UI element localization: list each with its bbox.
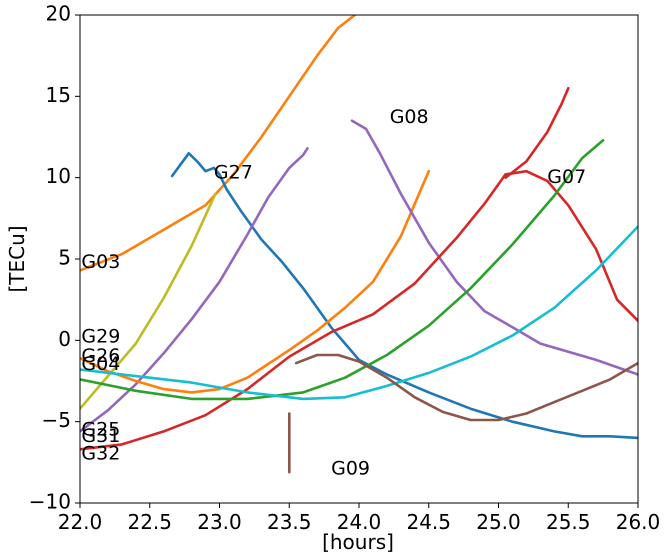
series-line-3 xyxy=(80,147,309,433)
series-line-1 xyxy=(170,152,638,440)
annotation-g27: G27 xyxy=(214,161,253,183)
annotation-g07: G07 xyxy=(547,166,586,188)
x-tick-label: 24.5 xyxy=(406,510,451,534)
annotation-g04: G04 xyxy=(81,353,120,375)
series-line-9 xyxy=(80,225,638,401)
annotation-g03: G03 xyxy=(81,251,120,273)
y-tick-label: −10 xyxy=(29,490,71,514)
series-layer xyxy=(80,15,638,474)
x-tick-label: 25.5 xyxy=(546,510,591,534)
x-tick-label: 24.0 xyxy=(337,510,382,534)
x-tick-label: 23.0 xyxy=(197,510,242,534)
x-tick-label: 22.0 xyxy=(58,510,103,534)
annotation-g32: G32 xyxy=(81,443,120,465)
x-axis-ticks: 22.0 22.5 23.0 23.5 24.0 24.5 25.0 25.5 26.0 xyxy=(58,503,661,534)
annotation-g31: G31 xyxy=(81,425,120,447)
series-line-8 xyxy=(80,139,605,401)
x-axis-label: [hours] xyxy=(322,530,394,554)
y-tick-label: 5 xyxy=(58,246,71,270)
series-line-7 xyxy=(504,86,570,179)
x-tick-label: 23.5 xyxy=(267,510,312,534)
annotation-g09: G09 xyxy=(331,457,370,479)
series-line-4 xyxy=(80,169,431,394)
y-tick-label: 15 xyxy=(46,83,71,107)
y-tick-label: 0 xyxy=(58,327,71,351)
x-tick-label: 25.0 xyxy=(476,510,521,534)
x-tick-label: 26.0 xyxy=(616,510,661,534)
annotation-g29: G29 xyxy=(81,326,120,348)
series-line-10 xyxy=(294,353,638,422)
annotation-g26: G26 xyxy=(81,345,120,367)
y-tick-label: −5 xyxy=(42,408,71,432)
annotation-g25: G25 xyxy=(81,418,120,440)
series-line-2 xyxy=(80,192,217,411)
y-tick-label: 20 xyxy=(46,2,71,26)
y-axis-ticks: −10 −5 0 5 10 15 20 xyxy=(29,2,80,514)
x-tick-label: 22.5 xyxy=(127,510,172,534)
series-line-0 xyxy=(80,15,357,272)
y-tick-label: 10 xyxy=(46,164,71,188)
series-line-5 xyxy=(350,119,638,376)
y-axis-label: [TECu] xyxy=(5,225,29,292)
plot-frame xyxy=(79,14,639,504)
series-line-6 xyxy=(80,169,638,451)
annotation-g08: G08 xyxy=(390,106,429,128)
